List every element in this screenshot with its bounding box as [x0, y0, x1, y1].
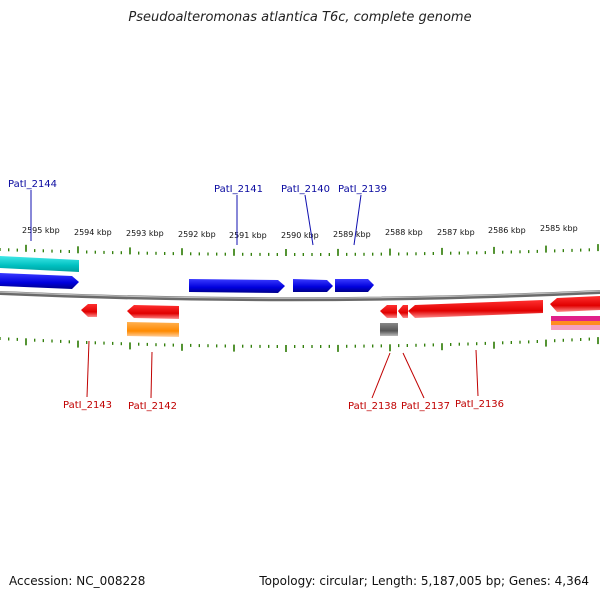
gene-feature-PatI_2136[interactable]	[408, 300, 543, 318]
ruler-label: 2585 kbp	[540, 224, 578, 233]
leader-PatI_2142	[150, 351, 153, 399]
reverse-strand-features	[81, 296, 600, 337]
gene-feature-cyan[interactable]	[0, 256, 79, 272]
ruler-labels: 2595 kbp 2594 kbp 2593 kbp 2592 kbp 2591…	[22, 224, 578, 240]
ruler-label: 2590 kbp	[281, 231, 319, 240]
ruler-label: 2592 kbp	[178, 230, 216, 239]
forward-strand-features	[0, 256, 374, 293]
leader-PatI_2140	[304, 194, 314, 246]
leader-PatI_2143	[86, 340, 90, 398]
gene-labels: PatI_2144 PatI_2141 PatI_2140 PatI_2139 …	[8, 179, 504, 412]
gene-feature-orange-right[interactable]	[551, 321, 600, 325]
map-title: Pseudoalteromonas atlantica T6c, complet…	[128, 10, 472, 25]
gene-feature-PatI_2144[interactable]	[0, 273, 79, 289]
ruler-label: 2587 kbp	[437, 228, 475, 237]
gene-label-bottom[interactable]: PatI_2142	[128, 401, 177, 412]
genome-backbone-highlight	[0, 290, 600, 299]
ruler-label: 2594 kbp	[74, 228, 112, 237]
gene-feature-pink-right[interactable]	[551, 325, 600, 330]
leader-PatI_2137	[402, 352, 425, 399]
label-leaders	[30, 190, 479, 399]
gene-feature-PatI_2143[interactable]	[81, 304, 97, 317]
gene-feature-right-red[interactable]	[550, 296, 600, 312]
genome-summary-text: Topology: circular; Length: 5,187,005 bp…	[259, 574, 589, 588]
gene-feature-magenta[interactable]	[551, 316, 600, 321]
gene-feature-orange[interactable]	[127, 322, 179, 337]
leader-PatI_2139	[353, 194, 362, 246]
ruler-label: 2591 kbp	[229, 231, 267, 240]
gene-label-top[interactable]: PatI_2139	[338, 184, 387, 195]
gene-feature-PatI_2139[interactable]	[335, 279, 374, 292]
gene-feature-gray[interactable]	[380, 323, 398, 336]
gene-label-bottom[interactable]: PatI_2138	[348, 401, 397, 412]
ruler-label: 2586 kbp	[488, 226, 526, 235]
gene-label-bottom[interactable]: PatI_2136	[455, 399, 504, 410]
gene-feature-PatI_2141[interactable]	[189, 279, 285, 293]
accession-text: Accession: NC_008228	[9, 574, 146, 588]
ruler-ticks-top	[0, 244, 599, 256]
gene-feature-PatI_2142[interactable]	[127, 305, 179, 319]
gene-label-top[interactable]: PatI_2144	[8, 179, 57, 190]
genome-backbone	[0, 290, 600, 302]
leader-PatI_2138	[371, 352, 391, 399]
gene-feature-PatI_2137[interactable]	[398, 305, 408, 318]
gene-feature-PatI_2138[interactable]	[380, 305, 397, 318]
ruler-label: 2589 kbp	[333, 230, 371, 239]
ruler-label: 2595 kbp	[22, 226, 60, 235]
leader-PatI_2136	[475, 349, 479, 397]
gene-feature-PatI_2140[interactable]	[293, 279, 333, 292]
gene-label-top[interactable]: PatI_2141	[214, 184, 263, 195]
ruler-label: 2588 kbp	[385, 228, 423, 237]
ruler-label: 2593 kbp	[126, 229, 164, 238]
gene-label-bottom[interactable]: PatI_2137	[401, 401, 450, 412]
ruler-ticks-bottom	[0, 337, 599, 352]
gene-label-top[interactable]: PatI_2140	[281, 184, 330, 195]
gene-label-bottom[interactable]: PatI_2143	[63, 400, 112, 411]
